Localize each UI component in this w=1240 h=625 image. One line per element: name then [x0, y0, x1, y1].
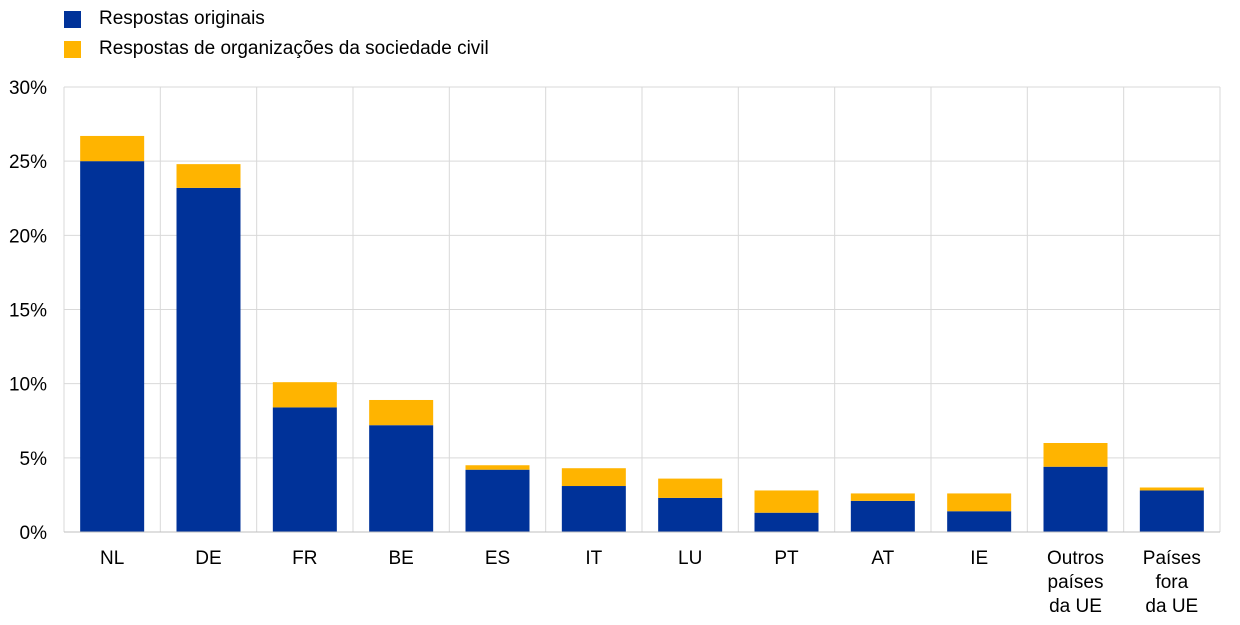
- grid-layer: [63, 86, 1221, 532]
- y-tick-label: 20%: [9, 226, 47, 247]
- x-tick-label: Outros: [1047, 548, 1104, 569]
- bar-segment-original: [465, 469, 530, 532]
- bar-segment-civil-society: [176, 164, 241, 188]
- bar-segment-civil-society: [272, 382, 337, 408]
- axis-layer: 0% 5% 10% 15% 20% 25% 30% NL DE FR BE ES IT LU PT AT IE O…: [9, 78, 1220, 617]
- legend-swatch-civil-society: [64, 40, 81, 58]
- bar-segment-civil-society: [369, 399, 434, 426]
- x-tick-label: fora: [1155, 572, 1188, 593]
- bar-segment-civil-society: [754, 490, 819, 513]
- x-tick-label: PT: [774, 548, 799, 569]
- y-tick-label: 10%: [9, 375, 47, 396]
- bar-segment-civil-society: [1043, 443, 1108, 467]
- bar-segment-civil-society: [1139, 487, 1204, 491]
- bar-segment-original: [1139, 490, 1204, 532]
- bars-layer: [80, 135, 1204, 532]
- bar-segment-original: [658, 497, 723, 532]
- bar-segment-original: [947, 511, 1012, 532]
- bar-segment-civil-society: [850, 493, 915, 501]
- legend-item-original: Respostas originais: [64, 4, 489, 34]
- bar-segment-original: [176, 187, 241, 532]
- bar-segment-original: [850, 500, 915, 532]
- bar-segment-civil-society: [658, 478, 723, 498]
- bar-segment-civil-society: [947, 493, 1012, 512]
- y-tick-label: 30%: [9, 78, 47, 99]
- chart-legend: Respostas originais Respostas de organiz…: [64, 4, 489, 64]
- bar-segment-original: [561, 486, 626, 532]
- legend-swatch-original: [64, 10, 81, 28]
- x-tick-label: da UE: [1145, 596, 1198, 617]
- y-tick-label: 5%: [20, 449, 48, 470]
- y-tick-label: 25%: [9, 152, 47, 173]
- legend-item-civil-society: Respostas de organizações da sociedade c…: [64, 34, 489, 64]
- legend-label-original: Respostas originais: [99, 8, 265, 29]
- x-tick-label: DE: [195, 548, 221, 569]
- y-tick-label: 15%: [9, 301, 47, 322]
- bar-segment-original: [369, 425, 434, 532]
- x-tick-label: da UE: [1049, 596, 1102, 617]
- bar-segment-original: [754, 512, 819, 532]
- bar-segment-original: [1043, 466, 1108, 532]
- bar-segment-civil-society: [465, 465, 530, 470]
- legend-label-civil-society: Respostas de organizações da sociedade c…: [99, 38, 489, 59]
- x-tick-label: NL: [100, 548, 124, 569]
- x-tick-label: países: [1048, 572, 1104, 593]
- x-tick-label: IT: [585, 548, 602, 569]
- x-tick-label: LU: [678, 548, 702, 569]
- x-tick-label: IE: [970, 548, 988, 569]
- x-tick-label: ES: [485, 548, 510, 569]
- x-tick-label: AT: [871, 548, 894, 569]
- y-tick-label: 0%: [20, 523, 48, 544]
- bar-segment-original: [80, 161, 145, 532]
- x-tick-label: FR: [292, 548, 317, 569]
- x-tick-label: Países: [1143, 548, 1201, 569]
- bar-segment-civil-society: [561, 468, 626, 487]
- x-tick-label: BE: [388, 548, 413, 569]
- bar-segment-civil-society: [80, 135, 145, 162]
- bar-segment-original: [272, 407, 337, 532]
